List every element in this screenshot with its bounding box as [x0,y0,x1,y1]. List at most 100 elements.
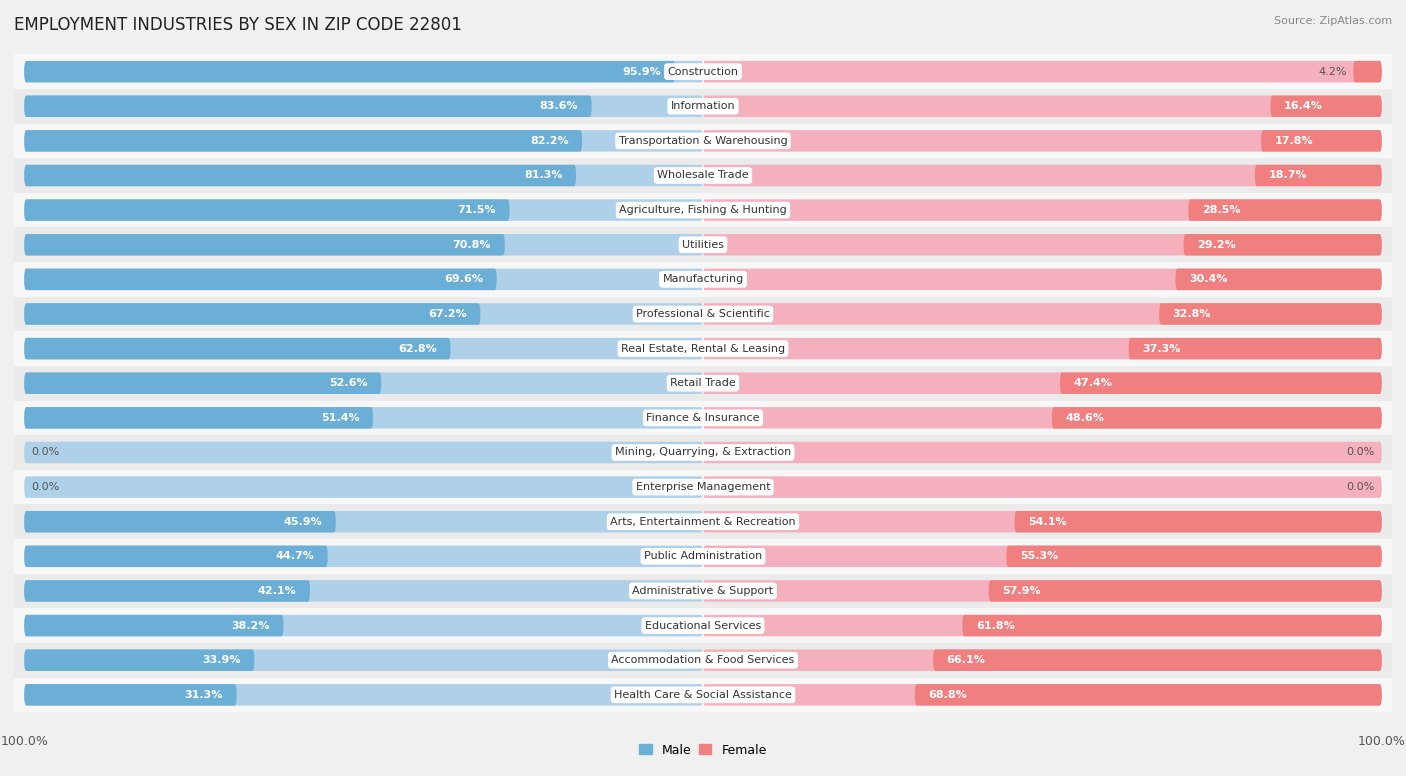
Text: Utilities: Utilities [682,240,724,250]
Legend: Male, Female: Male, Female [636,740,770,760]
FancyBboxPatch shape [1060,372,1382,394]
Bar [14,400,1392,435]
FancyBboxPatch shape [24,615,284,636]
Text: 55.3%: 55.3% [1019,551,1059,561]
Bar [14,331,1392,366]
Text: 32.8%: 32.8% [1173,309,1211,319]
FancyBboxPatch shape [24,130,582,151]
FancyBboxPatch shape [1129,338,1382,359]
FancyBboxPatch shape [24,580,309,601]
Text: 31.3%: 31.3% [184,690,224,700]
Text: Accommodation & Food Services: Accommodation & Food Services [612,655,794,665]
Text: Enterprise Management: Enterprise Management [636,482,770,492]
Text: 61.8%: 61.8% [976,621,1015,631]
FancyBboxPatch shape [703,615,1382,636]
Bar [14,89,1392,123]
FancyBboxPatch shape [24,95,592,117]
Text: Retail Trade: Retail Trade [671,378,735,388]
FancyBboxPatch shape [24,303,481,324]
Bar [14,435,1392,469]
Text: 18.7%: 18.7% [1268,171,1308,181]
FancyBboxPatch shape [24,442,703,463]
FancyBboxPatch shape [24,407,703,428]
Text: 38.2%: 38.2% [232,621,270,631]
Text: 44.7%: 44.7% [276,551,314,561]
FancyBboxPatch shape [703,95,1382,117]
FancyBboxPatch shape [1007,546,1382,567]
FancyBboxPatch shape [24,650,254,671]
FancyBboxPatch shape [24,61,703,82]
FancyBboxPatch shape [24,234,505,255]
Text: Transportation & Warehousing: Transportation & Warehousing [619,136,787,146]
Text: 17.8%: 17.8% [1274,136,1313,146]
FancyBboxPatch shape [703,580,1382,601]
Text: Administrative & Support: Administrative & Support [633,586,773,596]
Text: Mining, Quarrying, & Extraction: Mining, Quarrying, & Extraction [614,448,792,458]
FancyBboxPatch shape [1015,511,1382,532]
Text: Public Administration: Public Administration [644,551,762,561]
FancyBboxPatch shape [703,61,1382,82]
FancyBboxPatch shape [24,615,703,636]
FancyBboxPatch shape [24,165,703,186]
Text: 62.8%: 62.8% [398,344,437,354]
Text: 37.3%: 37.3% [1142,344,1181,354]
Text: 83.6%: 83.6% [540,101,578,111]
FancyBboxPatch shape [24,338,703,359]
FancyBboxPatch shape [703,234,1382,255]
Text: 51.4%: 51.4% [321,413,360,423]
Text: 95.9%: 95.9% [623,67,662,77]
FancyBboxPatch shape [24,684,236,705]
FancyBboxPatch shape [988,580,1382,601]
Text: 0.0%: 0.0% [31,448,59,458]
FancyBboxPatch shape [703,442,1382,463]
Text: 28.5%: 28.5% [1202,205,1240,215]
Text: 29.2%: 29.2% [1197,240,1236,250]
Text: 16.4%: 16.4% [1284,101,1323,111]
Bar [14,366,1392,400]
FancyBboxPatch shape [703,303,1382,324]
FancyBboxPatch shape [703,268,1382,290]
Bar [14,296,1392,331]
FancyBboxPatch shape [24,268,496,290]
FancyBboxPatch shape [703,338,1382,359]
Bar [14,54,1392,89]
FancyBboxPatch shape [24,650,703,671]
Bar [14,608,1392,643]
Text: Wholesale Trade: Wholesale Trade [657,171,749,181]
Text: 47.4%: 47.4% [1074,378,1112,388]
Bar [14,123,1392,158]
FancyBboxPatch shape [24,372,703,394]
FancyBboxPatch shape [24,580,703,601]
Text: 70.8%: 70.8% [453,240,491,250]
Text: Construction: Construction [668,67,738,77]
FancyBboxPatch shape [1353,61,1382,82]
FancyBboxPatch shape [24,165,576,186]
Text: Information: Information [671,101,735,111]
Text: 67.2%: 67.2% [427,309,467,319]
Text: EMPLOYMENT INDUSTRIES BY SEX IN ZIP CODE 22801: EMPLOYMENT INDUSTRIES BY SEX IN ZIP CODE… [14,16,463,33]
FancyBboxPatch shape [24,511,703,532]
Text: 71.5%: 71.5% [457,205,496,215]
FancyBboxPatch shape [703,407,1382,428]
Text: 57.9%: 57.9% [1002,586,1040,596]
FancyBboxPatch shape [24,234,703,255]
FancyBboxPatch shape [962,615,1382,636]
FancyBboxPatch shape [1261,130,1382,151]
FancyBboxPatch shape [703,650,1382,671]
FancyBboxPatch shape [703,165,1382,186]
Text: 54.1%: 54.1% [1028,517,1067,527]
Text: 42.1%: 42.1% [257,586,297,596]
FancyBboxPatch shape [1271,95,1382,117]
FancyBboxPatch shape [1175,268,1382,290]
Text: Real Estate, Rental & Leasing: Real Estate, Rental & Leasing [621,344,785,354]
Text: Professional & Scientific: Professional & Scientific [636,309,770,319]
Bar [14,573,1392,608]
FancyBboxPatch shape [24,199,703,221]
Bar [14,469,1392,504]
Text: 30.4%: 30.4% [1189,275,1227,284]
FancyBboxPatch shape [24,199,509,221]
Text: 68.8%: 68.8% [928,690,967,700]
Text: Source: ZipAtlas.com: Source: ZipAtlas.com [1274,16,1392,26]
Text: Finance & Insurance: Finance & Insurance [647,413,759,423]
Bar [14,504,1392,539]
